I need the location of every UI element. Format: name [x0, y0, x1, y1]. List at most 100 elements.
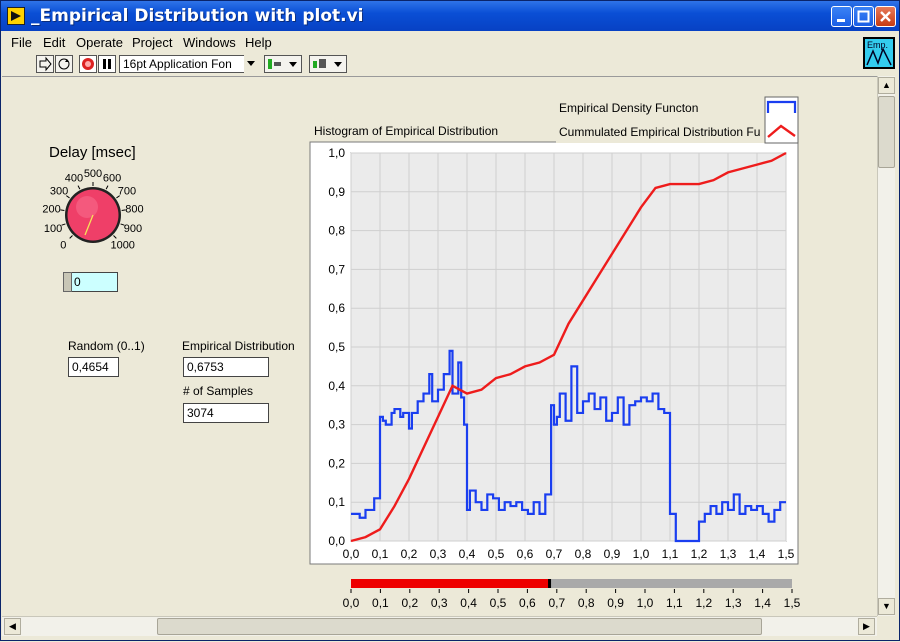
y-tick-label: 0,4: [328, 379, 345, 393]
slider-tick-label: 1,5: [784, 596, 801, 610]
scroll-up-icon[interactable]: ▲: [878, 77, 895, 94]
x-tick-label: 0,3: [430, 547, 447, 561]
delay-title: Delay [msec]: [49, 144, 136, 161]
horizontal-scrollbar[interactable]: ◀ ▶: [2, 616, 877, 636]
menu-bar: File Edit Operate Project Windows Help: [2, 32, 860, 52]
legend-swatch-cdf: [767, 124, 796, 138]
slider-tick-label: 1,2: [695, 596, 712, 610]
vertical-scroll-thumb[interactable]: [878, 96, 895, 168]
x-tick-label: 0,7: [546, 547, 563, 561]
x-tick-label: 0,0: [343, 547, 360, 561]
y-tick-label: 0,8: [328, 224, 345, 238]
maximize-button[interactable]: [853, 6, 874, 27]
empirical-indicator: 0,6753: [183, 357, 269, 377]
knob-scale-label: 100: [44, 223, 62, 235]
toolbar: 16pt Application Fon: [2, 52, 860, 76]
x-tick-label: 0,2: [401, 547, 418, 561]
knob-scale-label: 900: [124, 223, 142, 235]
x-tick-label: 1,5: [778, 547, 795, 561]
menu-help[interactable]: Help: [245, 35, 272, 50]
knob-pointer: [84, 214, 94, 236]
run-continuously-icon[interactable]: [55, 55, 73, 73]
slider-tick-label: 1,0: [637, 596, 654, 610]
scroll-down-icon[interactable]: ▼: [878, 598, 895, 615]
x-tick-label: 1,0: [633, 547, 650, 561]
random-indicator: 0,4654: [68, 357, 119, 377]
legend-label-density: Empirical Density Functon: [559, 101, 698, 115]
x-tick-label: 0,5: [488, 547, 505, 561]
legend-swatch-density: [766, 100, 797, 113]
menu-project[interactable]: Project: [132, 35, 173, 50]
x-tick-label: 1,2: [691, 547, 708, 561]
knob-scale-label: 200: [42, 203, 60, 215]
x-tick-label: 0,1: [372, 547, 389, 561]
y-tick-label: 1,0: [328, 146, 345, 160]
knob-tick: [69, 235, 73, 239]
knob-scale-label: 1000: [110, 240, 134, 252]
slider-tick-label: 1,1: [666, 596, 683, 610]
slider-tick-label: 0,8: [578, 596, 595, 610]
y-tick-label: 0,2: [328, 456, 345, 470]
vi-icon[interactable]: Emp.: [863, 37, 895, 69]
close-button[interactable]: [875, 6, 896, 27]
series-cdf-line: [350, 151, 787, 543]
knob-tick: [105, 185, 109, 190]
knob-tick: [120, 223, 125, 226]
delay-numeric[interactable]: 0: [63, 272, 118, 292]
font-selector[interactable]: 16pt Application Fon: [119, 55, 259, 73]
knob-tick: [60, 209, 65, 211]
x-tick-label: 1,1: [662, 547, 679, 561]
y-tick-label: 0,3: [328, 418, 345, 432]
knob-tick: [116, 195, 120, 199]
run-icon[interactable]: [36, 55, 54, 73]
x-tick-label: 1,4: [749, 547, 766, 561]
minimize-button[interactable]: [831, 6, 852, 27]
horizontal-scroll-thumb[interactable]: [157, 618, 762, 635]
knob-scale-label: 400: [65, 173, 83, 185]
knob-scale-label: 800: [125, 203, 143, 215]
distribute-objects-icon[interactable]: [309, 55, 347, 73]
knob-scale-label: 600: [103, 173, 121, 185]
knob-scale-label: 700: [118, 185, 136, 197]
slider-tick-label: 0,6: [519, 596, 536, 610]
knob-tick: [113, 235, 117, 239]
labview-icon[interactable]: [7, 7, 25, 25]
knob-tick: [66, 195, 70, 199]
empirical-label: Empirical Distribution: [182, 339, 295, 353]
knob-scale-label: 0: [60, 240, 66, 252]
y-tick-label: 0,1: [328, 495, 345, 509]
align-objects-icon[interactable]: [264, 55, 302, 73]
slider-tick-label: 0,7: [548, 596, 565, 610]
vertical-scrollbar[interactable]: ▲ ▼: [877, 76, 895, 616]
menu-operate[interactable]: Operate: [76, 35, 123, 50]
chart-title: Histogram of Empirical Distribution: [314, 124, 498, 138]
progress-slider-track: [351, 579, 792, 588]
chevron-down-icon[interactable]: [244, 55, 259, 73]
slider-tick-label: 1,3: [725, 596, 742, 610]
knob-highlight: [76, 196, 98, 218]
y-tick-label: 0,0: [328, 534, 345, 548]
menu-windows[interactable]: Windows: [183, 35, 236, 50]
empirical-value: 0,6753: [187, 360, 224, 374]
slider-tick-label: 0,3: [431, 596, 448, 610]
slider-tick-label: 1,4: [754, 596, 771, 610]
y-tick-label: 0,9: [328, 185, 345, 199]
x-tick-label: 0,4: [459, 547, 476, 561]
knob-tick: [121, 209, 126, 211]
pause-icon[interactable]: [98, 55, 116, 73]
menu-edit[interactable]: Edit: [43, 35, 66, 50]
abort-icon[interactable]: [79, 55, 97, 73]
delay-value: 0: [74, 275, 81, 289]
scroll-right-icon[interactable]: ▶: [858, 618, 875, 635]
legend-box: [556, 97, 798, 143]
slider-tick-label: 0,5: [490, 596, 507, 610]
scroll-left-icon[interactable]: ◀: [4, 618, 21, 635]
y-tick-label: 0,5: [328, 340, 345, 354]
knob-tick: [77, 185, 81, 190]
title-bar[interactable]: _Empirical Distribution with plot.vi: [1, 1, 899, 31]
y-tick-label: 0,6: [328, 301, 345, 315]
samples-label: # of Samples: [183, 384, 254, 398]
menu-file[interactable]: File: [11, 35, 32, 50]
